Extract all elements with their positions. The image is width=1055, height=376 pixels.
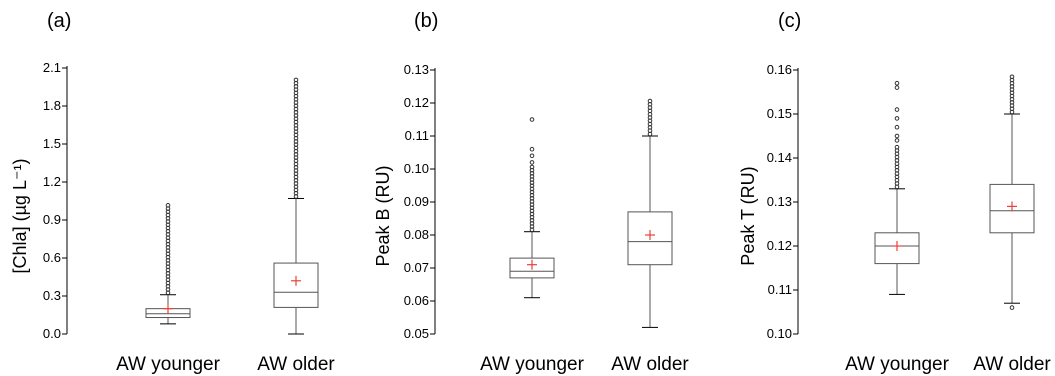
y-tick-label: 0.9: [43, 212, 61, 227]
box-aw-older: AW older: [611, 98, 689, 375]
y-tick-label: 1.8: [43, 98, 61, 113]
panel-b-y-axis-title: Peak B (RU): [373, 165, 393, 266]
outlier-point: [529, 146, 535, 152]
box-aw-younger: AW younger: [845, 80, 950, 375]
panel-a: (a) [Chla] (µg L⁻¹) 0.0 0.3 0.6 0.9 1.2 1.5 1.…: [10, 10, 335, 375]
outlier-point: [529, 160, 535, 165]
category-label: AW younger: [480, 354, 585, 375]
box-aw-older: AW older: [973, 74, 1051, 375]
box-aw-younger: AW younger: [480, 117, 585, 375]
y-tick-label: 0.3: [43, 288, 61, 303]
panel-c-label: (c): [778, 10, 801, 32]
y-tick-label: 0.05: [404, 326, 429, 341]
y-tick-label: 0.12: [404, 95, 429, 110]
outlier-point: [894, 124, 900, 130]
outlier-point: [894, 107, 900, 112]
outlier-point: [165, 203, 171, 208]
y-tick-label: 0.07: [404, 260, 429, 275]
y-tick-label: 0.06: [404, 293, 429, 308]
outlier-point: [529, 164, 535, 170]
y-tick-label: 2.1: [43, 60, 61, 75]
outlier-point: [894, 133, 900, 139]
box-aw-older: AW older: [257, 77, 335, 375]
y-tick-label: 0.11: [405, 128, 429, 143]
y-tick-label: 0.12: [767, 238, 792, 253]
y-tick-label: 0.13: [404, 62, 429, 77]
panel-b-label: (b): [414, 10, 438, 32]
y-tick-label: 0.10: [404, 161, 429, 176]
outlier-point: [1009, 305, 1015, 310]
y-tick-label: 0.6: [43, 250, 61, 265]
category-label: AW older: [611, 354, 689, 375]
outlier-point: [894, 138, 900, 143]
outlier-point: [1009, 74, 1015, 80]
y-tick-label: 0.13: [767, 194, 792, 209]
y-tick-label: 0.10: [767, 326, 792, 341]
category-label: AW younger: [845, 354, 950, 375]
y-tick-label: 0.09: [404, 194, 429, 209]
outlier-point: [529, 153, 535, 159]
y-tick-label: 0.08: [404, 227, 429, 242]
outlier-point: [293, 77, 299, 83]
category-label: AW older: [257, 354, 335, 375]
y-tick-label: 0.14: [767, 150, 792, 165]
iqr-box: [874, 232, 920, 265]
y-tick-label: 0.16: [767, 62, 792, 77]
outlier-point: [894, 144, 900, 150]
outlier-point: [894, 85, 900, 90]
y-tick-label: 0.0: [43, 326, 61, 341]
panel-b: (b) Peak B (RU) 0.05 0.06 0.07 0.08 0.09 0.10…: [373, 10, 689, 375]
outlier-point: [529, 117, 535, 122]
y-tick-label: 1.2: [43, 174, 61, 189]
y-tick-label: 0.11: [768, 282, 792, 297]
y-tick-label: 1.5: [43, 136, 61, 151]
panel-c-y-axis-title: Peak T (RU): [738, 166, 758, 265]
category-label: AW older: [973, 354, 1051, 375]
panel-a-y-axis-title: [Chla] (µg L⁻¹): [10, 159, 30, 274]
box-aw-younger: AW younger: [116, 203, 221, 375]
y-tick-label: 0.15: [767, 106, 792, 121]
panel-a-label: (a): [47, 10, 71, 32]
outlier-point: [894, 80, 900, 86]
outlier-point: [647, 98, 653, 104]
category-label: AW younger: [116, 354, 221, 375]
outlier-point: [894, 116, 900, 121]
panel-c: (c) Peak T (RU) 0.10 0.11 0.12 0.13 0.14 0.15…: [738, 10, 1051, 375]
